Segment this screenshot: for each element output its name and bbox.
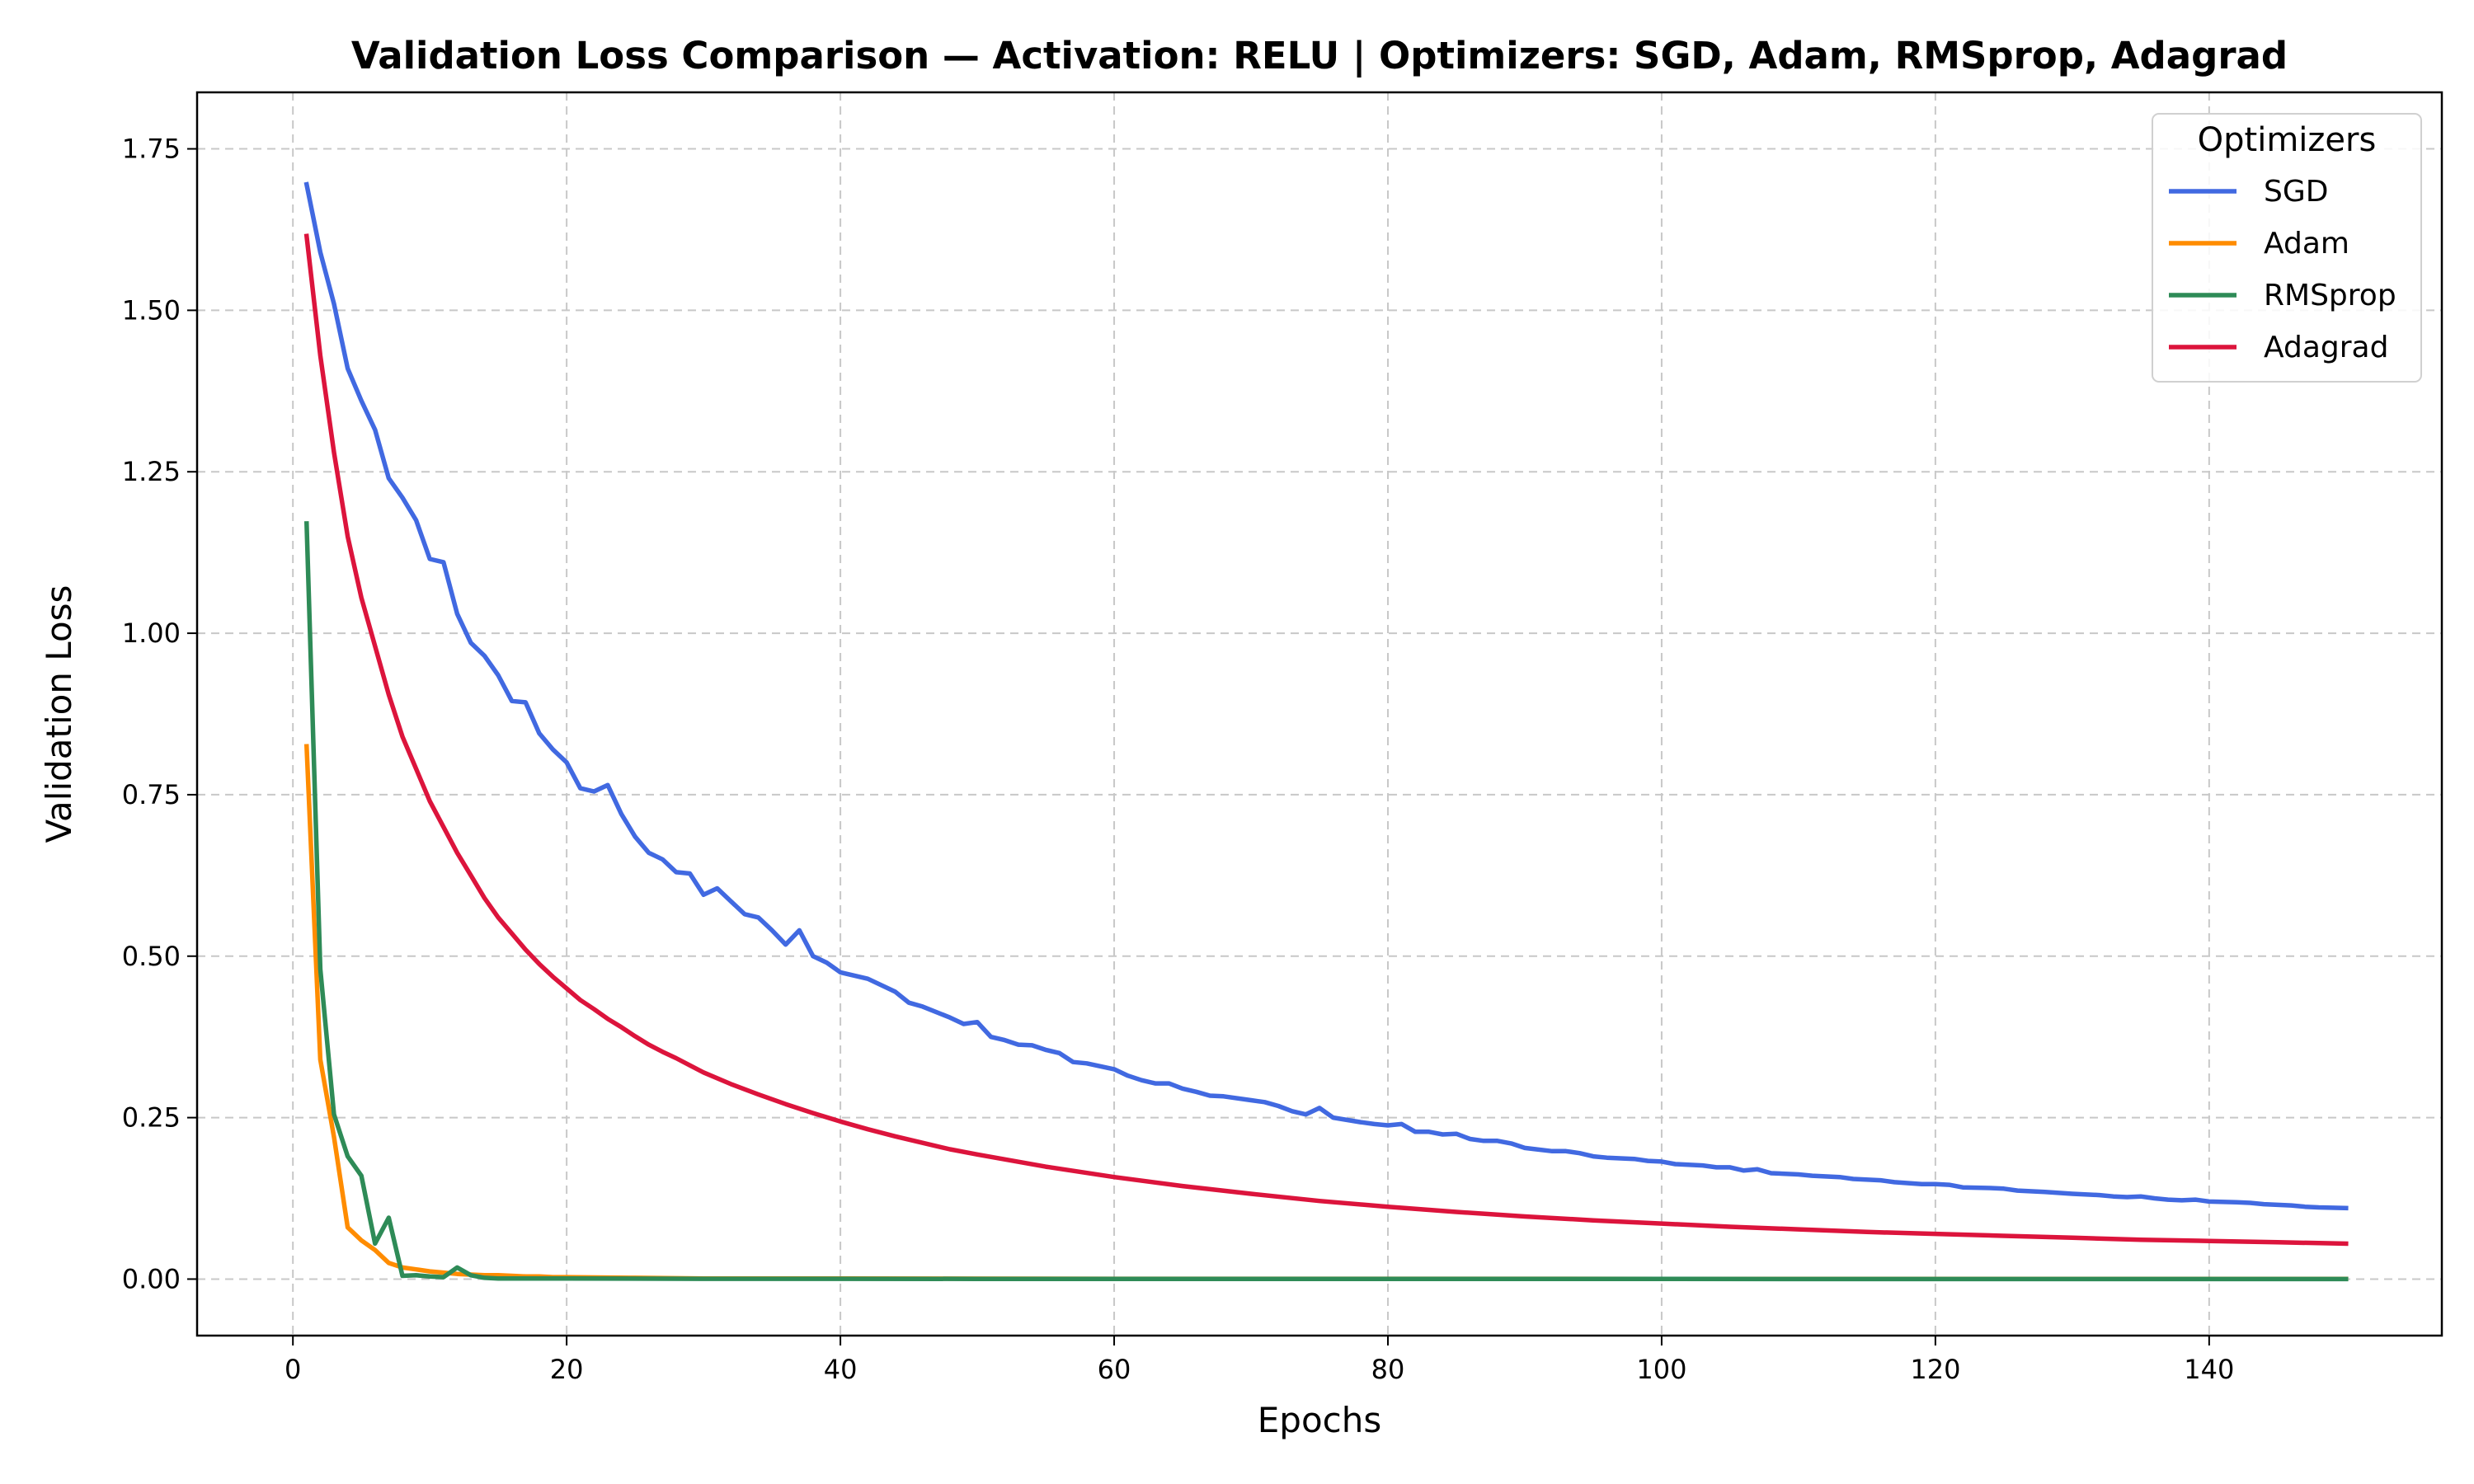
series-line-adagrad bbox=[303, 233, 2349, 1247]
y-tick-label: 1.00 bbox=[122, 618, 181, 649]
x-axis-ticks: 0 20 40 60 80 100 120 140 bbox=[285, 1336, 2234, 1385]
x-tick-label: 60 bbox=[1098, 1354, 1131, 1385]
y-axis-label: Validation Loss bbox=[39, 585, 79, 843]
y-tick-label: 1.25 bbox=[122, 456, 181, 487]
x-tick-label: 120 bbox=[1910, 1354, 1960, 1385]
x-axis-label: Epochs bbox=[1258, 1400, 1382, 1440]
x-tick-label: 80 bbox=[1371, 1354, 1405, 1385]
chart-title: Validation Loss Comparison — Activation:… bbox=[351, 34, 2288, 77]
series-lines bbox=[303, 181, 2349, 1282]
legend-title: Optimizers bbox=[2198, 121, 2377, 159]
legend-label-adagrad: Adagrad bbox=[2264, 331, 2388, 364]
x-tick-label: 100 bbox=[1636, 1354, 1686, 1385]
legend-label-adam: Adam bbox=[2264, 227, 2349, 261]
legend-label-rmsprop: RMSprop bbox=[2264, 279, 2396, 312]
legend-box bbox=[2152, 113, 2422, 383]
y-tick-label: 0.25 bbox=[122, 1102, 181, 1134]
x-tick-label: 0 bbox=[285, 1354, 301, 1385]
series-line-sgd bbox=[303, 181, 2349, 1211]
x-tick-label: 40 bbox=[824, 1354, 858, 1385]
x-tick-label: 140 bbox=[2184, 1354, 2234, 1385]
y-tick-label: 1.50 bbox=[122, 294, 181, 326]
y-tick-label: 0.00 bbox=[122, 1263, 181, 1294]
x-tick-label: 20 bbox=[550, 1354, 584, 1385]
y-tick-label: 0.50 bbox=[122, 941, 181, 972]
legend-items: SGD Adam RMSprop Adagrad bbox=[2169, 175, 2396, 364]
legend-label-sgd: SGD bbox=[2264, 175, 2328, 209]
plot-frame bbox=[195, 91, 2443, 1337]
y-axis-ticks: 0.00 0.25 0.50 0.75 1.00 1.25 1.50 1.75 bbox=[122, 134, 197, 1294]
y-tick-label: 1.75 bbox=[122, 134, 181, 165]
legend: Optimizers SGD Adam RMSprop Adagrad bbox=[2152, 113, 2422, 383]
series-line-rmsprop bbox=[303, 521, 2349, 1282]
y-tick-label: 0.75 bbox=[122, 779, 181, 810]
